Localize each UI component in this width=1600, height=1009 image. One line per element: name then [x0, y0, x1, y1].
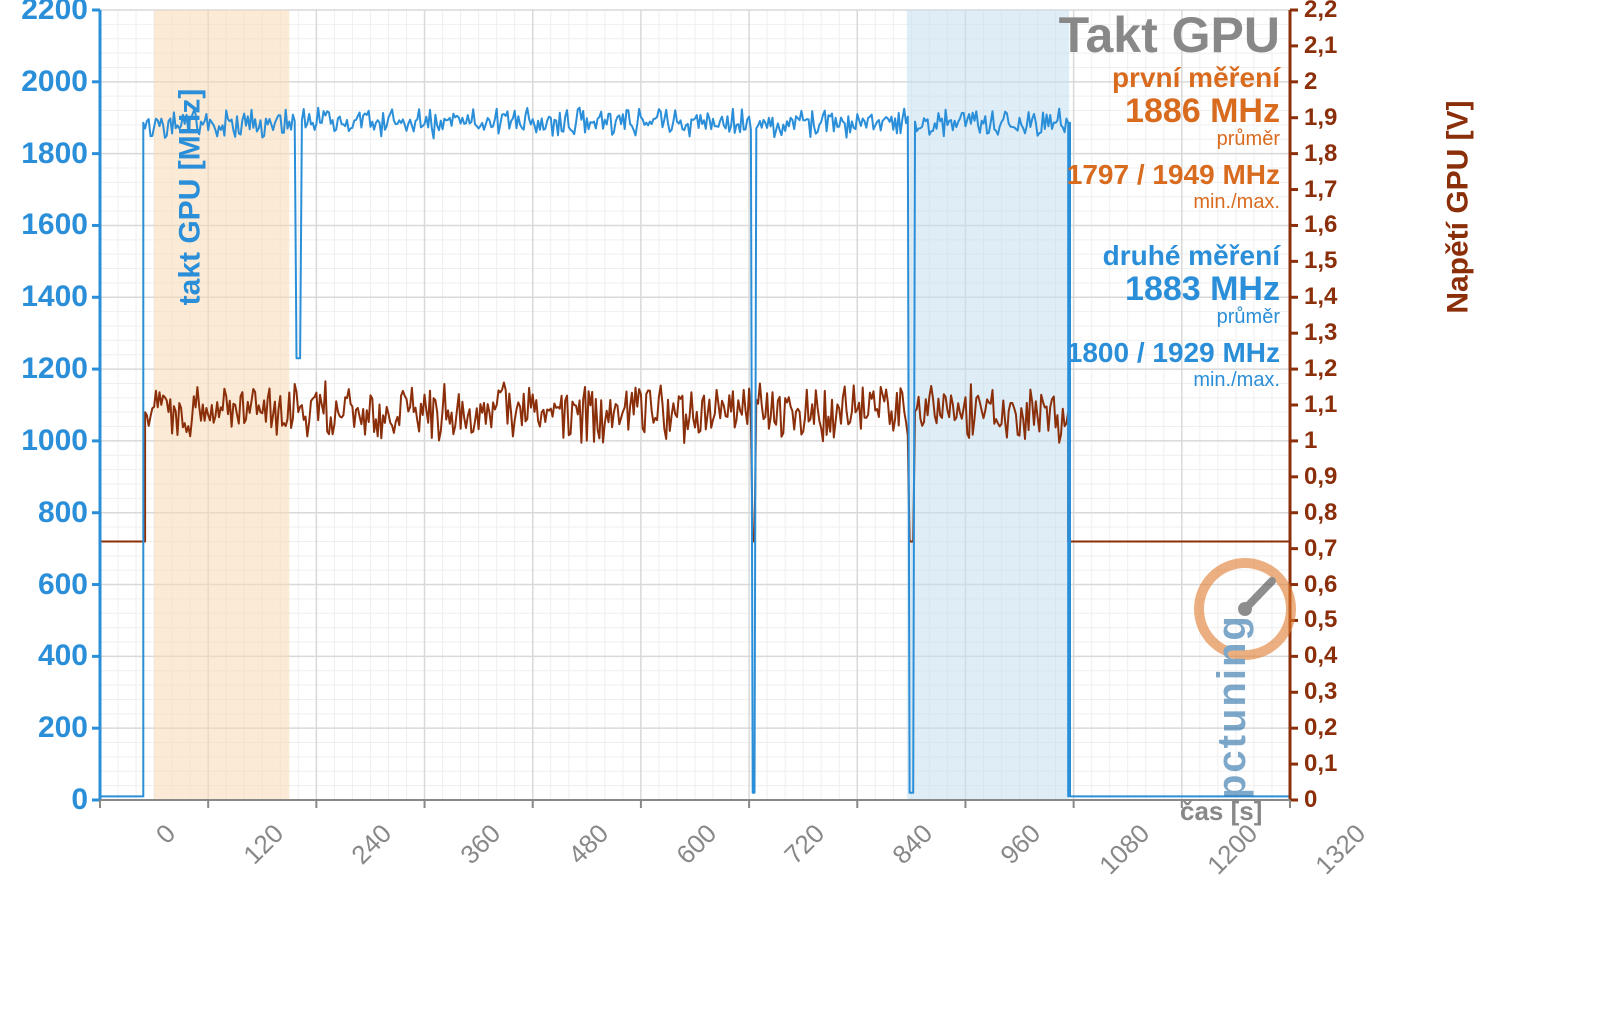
y-right-tick-label: 1,3	[1304, 319, 1337, 347]
second-sub1: průměr	[1067, 306, 1280, 329]
y-right-tick-label: 2,2	[1304, 0, 1337, 24]
y-left-tick-label: 0	[0, 783, 88, 817]
first-value: 1886 MHz	[1067, 94, 1280, 128]
y-right-tick-label: 0,3	[1304, 678, 1337, 706]
y-left-tick-label: 1000	[0, 424, 88, 458]
y-right-tick-label: 0,8	[1304, 499, 1337, 527]
y-right-tick-label: 0,1	[1304, 750, 1337, 778]
y-right-tick-label: 0,2	[1304, 714, 1337, 742]
y-left-tick-label: 1800	[0, 137, 88, 171]
y-left-tick-label: 400	[0, 639, 88, 673]
y-left-tick-label: 1600	[0, 208, 88, 242]
y-right-tick-label: 1,5	[1304, 247, 1337, 275]
y-right-tick-label: 1,1	[1304, 391, 1337, 419]
second-sub2: min./max.	[1067, 369, 1280, 392]
second: druhé měření1883 MHzprůměr 1800 / 1929 MH…	[1067, 240, 1280, 392]
y-right-tick-label: 1	[1304, 427, 1317, 455]
y-right-tick-label: 1,6	[1304, 211, 1337, 239]
y-right-tick-label: 1,7	[1304, 176, 1337, 204]
y-right-tick-label: 0,4	[1304, 642, 1337, 670]
svg-text:pctuning: pctuning	[1210, 614, 1254, 799]
y-right-axis-label: Napětí GPU [V]	[1442, 100, 1476, 313]
first-sub1: průměr	[1067, 128, 1280, 151]
y-right-tick-label: 0,9	[1304, 463, 1337, 491]
y-left-tick-label: 1200	[0, 352, 88, 386]
first-head: první měření	[1067, 62, 1280, 94]
first: první měření1886 MHzprůměr 1797 / 1949 MH…	[1067, 62, 1280, 214]
y-left-tick-label: 1400	[0, 280, 88, 314]
y-left-tick-label: 600	[0, 568, 88, 602]
y-left-tick-label: 200	[0, 711, 88, 745]
y-right-tick-label: 1,4	[1304, 283, 1337, 311]
second-head: druhé měření	[1067, 240, 1280, 272]
y-left-axis-label: takt GPU [MHz]	[173, 89, 207, 306]
y-left-tick-label: 2200	[0, 0, 88, 27]
y-right-tick-label: 0	[1304, 786, 1317, 814]
y-right-tick-label: 1,8	[1304, 140, 1337, 168]
y-right-tick-label: 0,7	[1304, 535, 1337, 563]
y-right-tick-label: 0,6	[1304, 571, 1337, 599]
second-minmax: 1800 / 1929 MHz	[1067, 337, 1280, 369]
watermark-logo: pctuning	[1190, 549, 1300, 829]
y-right-tick-label: 2,1	[1304, 32, 1337, 60]
y-right-tick-label: 1,2	[1304, 355, 1337, 383]
first-sub2: min./max.	[1067, 191, 1280, 214]
y-right-tick-label: 2	[1304, 68, 1317, 96]
chart-title: Takt GPU	[1059, 6, 1280, 64]
y-left-tick-label: 800	[0, 496, 88, 530]
y-right-tick-label: 1,9	[1304, 104, 1337, 132]
first-minmax: 1797 / 1949 MHz	[1067, 159, 1280, 191]
y-right-tick-label: 0,5	[1304, 606, 1337, 634]
y-left-tick-label: 2000	[0, 65, 88, 99]
second-value: 1883 MHz	[1067, 272, 1280, 306]
